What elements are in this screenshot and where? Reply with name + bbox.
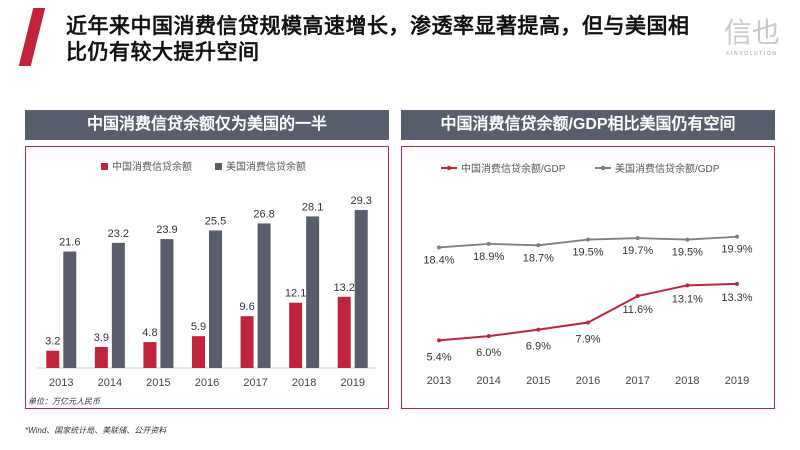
logo-subtitle: FINVOLUTION [726,51,778,57]
us-ratio-point-2013 [437,245,441,250]
us-bar-label-2019: 29.3 [351,195,372,207]
legend-swatch-us [215,163,222,170]
right-panel-title: 中国消费信贷余额/GDP相比美国仍有空间 [401,110,775,140]
china-ratio-point-2019 [735,281,739,286]
china-ratio-point-2016 [586,320,590,325]
us-bar-2013 [63,251,77,368]
us-ratio-point-2015 [536,243,541,248]
china-bar-2018 [289,302,303,368]
china-bar-2013 [46,350,60,368]
source-note: *Wind、国家统计局、美联储、公开资料 [25,426,167,435]
legend-label-us: 美国消费信贷余额 [226,160,306,173]
logo-mark: 信也 [723,16,780,49]
line-x-tick-2019: 2019 [725,375,749,387]
china-ratio-point-2018 [685,283,690,288]
us-ratio-label-2016: 19.5% [572,247,603,259]
bar-legend: 中国消费信贷余额 美国消费信贷余额 [101,160,306,173]
us-ratio-label-2017: 19.7% [622,245,653,257]
us-bar-label-2013: 21.6 [59,236,80,248]
line-x-tick-2013: 2013 [427,375,451,387]
china-bar-label-2016: 5.9 [191,321,206,333]
china-bar-2016 [192,336,205,368]
us-ratio-point-2016 [586,237,590,242]
line-x-tick-2015: 2015 [526,375,550,387]
line-x-tick-2014: 2014 [476,375,500,387]
china-ratio-label-2017: 11.6% [622,304,653,316]
page-title: 近年来中国消费信贷规模高速增长，渗透率显著提高，但与美国相比仍有较大提升空间 [66,15,690,64]
us-bar-label-2015: 23.9 [156,224,177,236]
china-bar-label-2014: 3.9 [94,332,109,344]
us-ratio-label-2018: 19.5% [672,247,703,259]
china-bar-2017 [240,316,254,368]
us-bar-label-2017: 26.8 [253,208,274,220]
us-bar-2016 [209,230,222,368]
us-ratio-label-2013: 18.4% [423,254,454,266]
china-ratio-point-2015 [536,327,541,332]
line-x-tick-2017: 2017 [625,375,649,387]
title-accent-bar [18,8,46,66]
bar-chart: 中国消费信贷余额 美国消费信贷余额 3.2 21.6 2013 3.9 23.2 2014 4.… [37,160,377,389]
bar-x-tick-2013: 2013 [49,377,73,389]
legend-marker-china [446,165,452,171]
legend-label-ratio-china: 中国消费信贷余额/GDP [461,162,566,175]
bar-x-tick-2019: 2019 [340,377,364,389]
company-logo: 信也 FINVOLUTION [716,16,788,60]
right-panel-frame [401,146,775,409]
unit-label: 单位：万亿元人民币 [28,397,100,406]
us-bar-2019 [354,209,368,368]
china-ratio-label-2013: 5.4% [426,351,451,363]
us-ratio-label-2019: 19.9% [721,244,752,256]
us-ratio-point-2017 [635,236,640,241]
us-ratio-label-2014: 18.9% [473,251,504,263]
china-bar-label-2015: 4.8 [142,327,157,339]
us-bar-label-2018: 28.1 [302,201,323,213]
left-panel-frame [25,146,389,409]
china-ratio-point-2017 [635,294,640,299]
legend-label-ratio-us: 美国消费信贷余额/GDP [615,162,720,175]
legend-marker-us [600,165,606,171]
china-bar-2019 [337,296,351,368]
china-ratio-point-2013 [437,338,441,343]
us-bar-2014 [111,242,125,368]
bar-x-tick-2017: 2017 [243,377,267,389]
us-ratio-label-2015: 18.7% [523,252,554,264]
china-bar-label-2017: 9.6 [239,301,254,313]
china-bar-2014 [94,346,108,368]
us-bar-label-2014: 23.2 [108,228,129,240]
us-bar-2015 [160,239,174,368]
bar-x-tick-2016: 2016 [195,377,219,389]
china-bar-label-2018: 12.1 [285,288,306,300]
line-x-tick-2018: 2018 [675,375,699,387]
china-ratio-point-2014 [486,334,491,339]
left-panel-title: 中国消费信贷余额仅为美国的一半 [25,110,389,140]
china-bar-2015 [143,342,157,368]
china-ratio-label-2014: 6.0% [476,347,501,359]
bar-x-tick-2015: 2015 [146,377,170,389]
us-bar-label-2016: 25.5 [205,215,226,227]
china-bar-label-2013: 3.2 [45,336,60,348]
legend-swatch-china [101,163,108,170]
us-ratio-point-2019 [735,234,739,239]
bar-x-tick-2018: 2018 [292,377,316,389]
legend-label-china: 中国消费信贷余额 [112,160,192,173]
china-ratio-label-2018: 13.1% [672,293,703,305]
china-bar-label-2019: 13.2 [334,282,355,294]
china-ratio-label-2019: 13.3% [721,292,752,304]
line-x-tick-2016: 2016 [576,375,600,387]
china-ratio-label-2016: 7.9% [575,334,600,346]
china-ratio-label-2015: 6.9% [526,341,551,353]
line-legend: 中国消费信贷余额/GDP 美国消费信贷余额/GDP [441,162,720,175]
us-ratio-point-2014 [486,241,491,246]
us-bar-2017 [257,223,271,368]
line-chart: 中国消费信贷余额/GDP 美国消费信贷余额/GDP 5.4% 6.0% 6.9% 7.9%… [423,162,752,387]
bar-x-tick-2014: 2014 [98,377,122,389]
us-ratio-point-2018 [685,237,690,242]
us-bar-2018 [306,216,320,368]
